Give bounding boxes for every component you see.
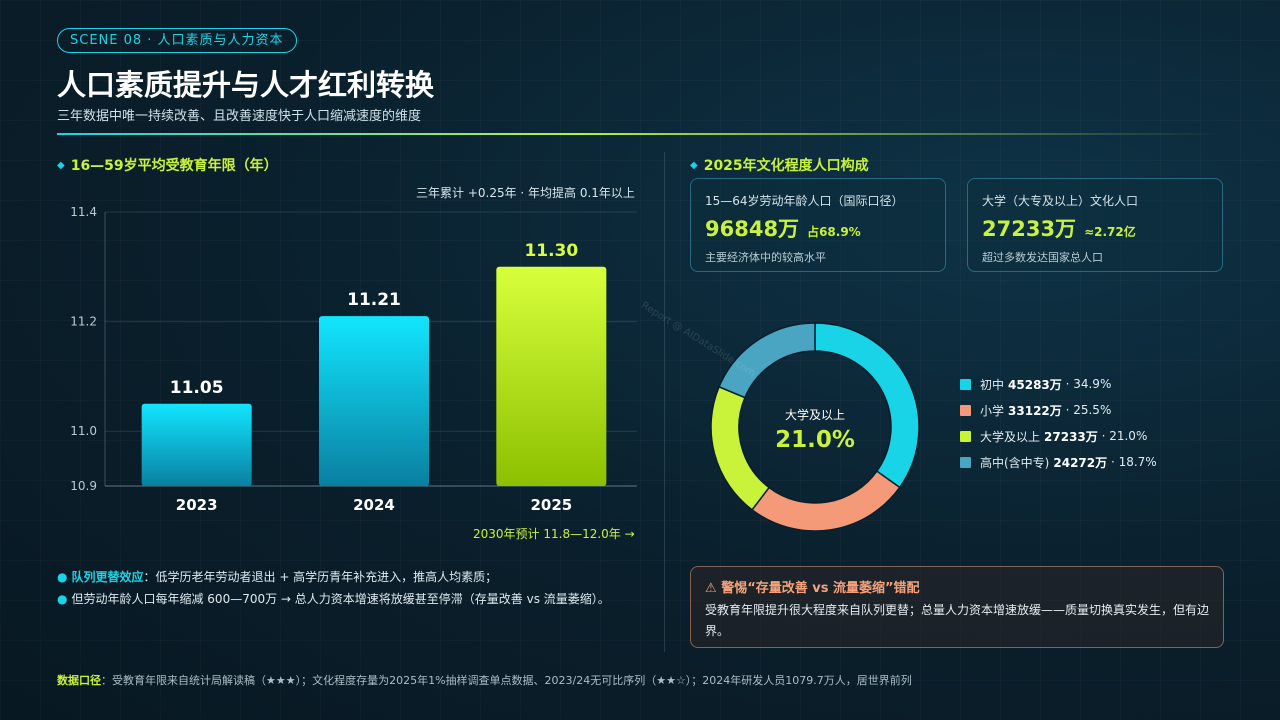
- y-tick-label: 11.4: [70, 205, 97, 219]
- donut-slice-2: [710, 385, 771, 511]
- x-tick-label: 2024: [353, 496, 395, 514]
- legend-swatch: [960, 378, 971, 390]
- bullet-item: ● 队列更替效应：低学历老年劳动者退出 + 高学历青年补充进入，推高人均素质；: [57, 566, 657, 588]
- bar-data-label: 11.30: [524, 241, 578, 261]
- data-source-footer: 数据口径：受教育年限来自统计局解读稿（★★★）；文化程度存量为2025年1%抽样…: [57, 672, 912, 688]
- legend-item: 高中(含中专) 24272万 · 18.7%: [960, 449, 1157, 475]
- legend-name: 小学: [980, 403, 1005, 418]
- kpi-desc: 主要经济体中的较高水平: [705, 251, 826, 264]
- warning-title-text: 警惕“存量改善 vs 流量萎缩”错配: [721, 581, 920, 596]
- bar-data-label: 11.05: [170, 378, 224, 398]
- bar-section-title-text: 16—59岁平均受教育年限（年）: [70, 158, 278, 174]
- warning-body: 受教育年限提升很大程度来自队列更替；总量人力资本增速放缓——质量切换真实发生，但…: [705, 603, 1210, 638]
- y-tick-label: 11.0: [70, 424, 97, 438]
- warning-triangle-icon: ⚠: [705, 581, 717, 596]
- donut-slice-0: [814, 322, 920, 489]
- legend-swatch: [960, 404, 971, 416]
- page-title: 人口素质提升与人才红利转换: [57, 68, 435, 102]
- legend-pct: · 21.0%: [1101, 429, 1148, 443]
- kpi-card-labor: 15—64岁劳动年龄人口（国际口径） 96848万 占68.9% 主要经济体中的较…: [690, 178, 946, 272]
- donut-chart: 大学及以上 21.0%: [710, 322, 920, 532]
- scene-tag: SCENE 08 · 人口素质与人力资本: [57, 28, 297, 53]
- legend-item: 初中 45283万 · 34.9%: [960, 371, 1157, 397]
- bullet-list: ● 队列更替效应：低学历老年劳动者退出 + 高学历青年补充进入，推高人均素质； ●…: [57, 566, 657, 610]
- forecast-note: 2030年预计 11.8—12.0年 →: [473, 527, 635, 541]
- bullet-text: 但劳动年龄人口每年缩减 600—700万 → 总人力资本增速将放缓甚至停滞（存量…: [71, 592, 610, 606]
- bar-chart: 10.9 11.0 11.2 11.4 11.05 2023 11.21 2024 11.30 2…: [70, 205, 637, 514]
- kpi-label: 15—64岁劳动年龄人口（国际口径）: [705, 194, 904, 208]
- y-tick-label: 10.9: [70, 479, 97, 493]
- donut-section-title-text: 2025年文化程度人口构成: [703, 158, 869, 174]
- kpi-desc: 超过多数发达国家总人口: [982, 251, 1103, 264]
- bullet-text: ：低学历老年劳动者退出 + 高学历青年补充进入，推高人均素质；: [143, 570, 498, 584]
- bar-2024: [319, 316, 429, 486]
- kpi-card-college: 大学（大专及以上）文化人口 27233万 ≈2.72亿 超过多数发达国家总人口: [967, 178, 1223, 272]
- bullet-emphasis: 队列更替效应: [71, 570, 144, 584]
- bar-chart-note: 三年累计 +0.25年 · 年均提高 0.1年以上: [416, 186, 635, 200]
- kpi-label: 大学（大专及以上）文化人口: [982, 194, 1139, 208]
- legend-pct: · 34.9%: [1065, 377, 1112, 391]
- bullet-item: ● 但劳动年龄人口每年缩减 600—700万 → 总人力资本增速将放缓甚至停滞（存…: [57, 588, 657, 610]
- legend-name: 大学及以上: [980, 429, 1041, 444]
- bar-data-label: 11.21: [347, 290, 401, 310]
- bullet-dot-icon: ●: [57, 570, 68, 584]
- footer-label: 数据口径: [57, 674, 101, 687]
- diamond-icon: ◆: [690, 160, 698, 171]
- legend-name: 高中(含中专): [980, 455, 1050, 470]
- kpi-sub: 占68.9%: [807, 225, 861, 239]
- warning-box: ⚠ 警惕“存量改善 vs 流量萎缩”错配 受教育年限提升很大程度来自队列更替；总…: [690, 566, 1224, 648]
- legend-value: 24272万: [1053, 455, 1108, 470]
- kpi-sub: ≈2.72亿: [1084, 225, 1136, 239]
- donut-legend: 初中 45283万 · 34.9% 小学 33122万 · 25.5% 大学及以上 2…: [960, 371, 1157, 475]
- legend-value: 27233万: [1044, 429, 1098, 444]
- donut-center-value: 21.0%: [775, 427, 855, 453]
- footer-text: ：受教育年限来自统计局解读稿（★★★）；文化程度存量为2025年1%抽样调查单点…: [101, 674, 912, 687]
- legend-value: 45283万: [1008, 377, 1062, 392]
- title-divider: [57, 133, 1222, 135]
- page-subtitle: 三年数据中唯一持续改善、且改善速度快于人口缩减速度的维度: [57, 109, 422, 124]
- section-divider: [664, 152, 665, 652]
- warning-title: ⚠ 警惕“存量改善 vs 流量萎缩”错配: [705, 577, 1209, 596]
- donut-slice-1: [751, 470, 901, 532]
- bullet-dot-icon: ●: [57, 592, 68, 606]
- bar-2025: [496, 266, 607, 486]
- y-tick-label: 11.2: [70, 315, 97, 329]
- legend-item: 大学及以上 27233万 · 21.0%: [960, 423, 1157, 449]
- legend-item: 小学 33122万 · 25.5%: [960, 397, 1157, 423]
- donut-slice-3: [718, 322, 816, 399]
- bar-2023: [141, 403, 252, 486]
- bar-section-title: ◆ 16—59岁平均受教育年限（年）: [57, 155, 278, 175]
- kpi-value: 27233万: [982, 217, 1077, 241]
- diamond-icon: ◆: [57, 160, 65, 171]
- kpi-value: 96848万: [705, 217, 800, 241]
- donut-section-title: ◆ 2025年文化程度人口构成: [690, 155, 869, 175]
- legend-swatch: [960, 456, 971, 468]
- legend-pct: · 18.7%: [1110, 455, 1157, 469]
- x-tick-label: 2025: [530, 496, 572, 514]
- legend-value: 33122万: [1008, 403, 1062, 418]
- donut-center-label: 大学及以上: [785, 407, 845, 422]
- legend-swatch: [960, 430, 971, 442]
- legend-pct: · 25.5%: [1065, 403, 1112, 417]
- x-tick-label: 2023: [176, 496, 218, 514]
- legend-name: 初中: [980, 377, 1005, 392]
